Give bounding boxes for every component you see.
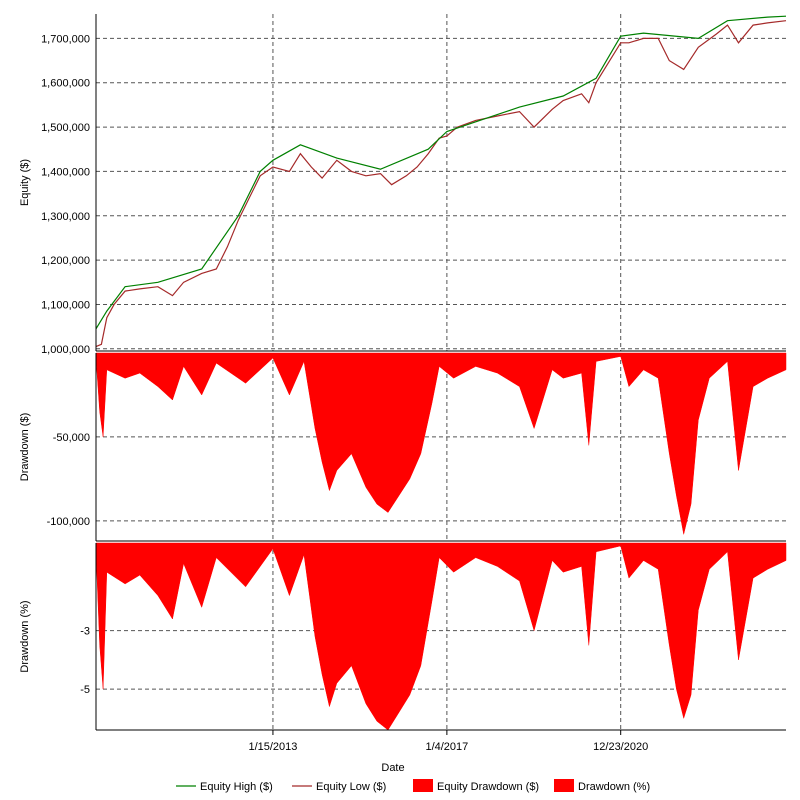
y-tick-label: -100,000 [47,516,90,528]
legend-item: Equity Drawdown ($) [413,779,539,793]
y-axis-label: Equity ($) [19,159,31,206]
drawdown-area-drawdown_dollars [95,352,787,535]
legend-label: Equity Low ($) [316,781,386,793]
y-tick-label: 1,000,000 [41,344,90,356]
legend-label: Equity High ($) [200,781,273,793]
x-tick-label: 12/23/2020 [593,741,648,753]
legend-label: Equity Drawdown ($) [437,781,539,793]
y-tick-label: -5 [80,684,90,696]
y-tick-label: 1,400,000 [41,166,90,178]
series-line-equity-high [95,15,787,330]
x-tick-label: 1/15/2013 [248,741,297,753]
y-tick-label: 1,700,000 [41,33,90,45]
y-tick-label: -50,000 [53,432,90,444]
y-tick-label: -3 [80,626,90,638]
x-axis: 1/15/2013 1/4/2017 12/23/2020 [96,729,786,753]
y-tick-label: 1,600,000 [41,78,90,90]
series-line-equity-low [95,20,787,348]
y-tick-label: 1,300,000 [41,211,90,223]
legend-label: Drawdown (%) [578,781,650,793]
x-tick-label: 1/4/2017 [425,741,468,753]
y-axis-label: Drawdown ($) [19,413,31,481]
legend-item: Equity High ($) [176,781,273,793]
legend-swatch [554,779,574,792]
legend-item: Equity Low ($) [292,781,386,793]
panel-drawdown_percent: -3 -5 Drawdown (%) [19,542,787,731]
legend-swatch [413,779,433,792]
y-axis-label: Drawdown (%) [19,600,31,672]
drawdown-area-drawdown_percent [95,542,787,731]
y-tick-label: 1,500,000 [41,122,90,134]
x-axis-label: Date [381,762,404,774]
panel-drawdown_dollars: -50,000 -100,000 Drawdown ($) [19,352,787,542]
y-tick-label: 1,100,000 [41,299,90,311]
chart-panels: 1,000,000 1,100,000 1,200,000 1,300,000 1,40… [19,14,787,731]
legend-item: Drawdown (%) [554,779,650,793]
panel-equity: 1,000,000 1,100,000 1,200,000 1,300,000 1,40… [19,14,787,356]
legend: Equity High ($) Equity Low ($) Equity Draw… [176,779,650,793]
y-tick-label: 1,200,000 [41,255,90,267]
